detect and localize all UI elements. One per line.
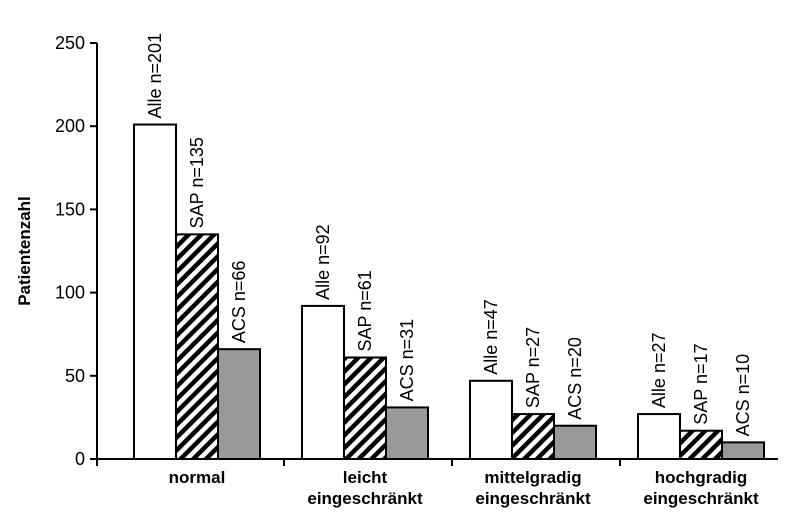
- bar-label-acs-1: ACS n=31: [397, 319, 417, 402]
- y-tick-label-3: 150: [55, 199, 85, 219]
- y-axis-title: Patientenzahl: [15, 196, 34, 306]
- bar-sap-3: [679, 429, 723, 461]
- y-tick-label-2: 100: [55, 283, 85, 303]
- bar-acs-0: [217, 348, 261, 460]
- bar-label-alle-1: Alle n=92: [313, 224, 333, 300]
- y-tick-label-4: 200: [55, 116, 85, 136]
- bar-label-acs-0: ACS n=66: [229, 261, 249, 344]
- bar-label-sap-0: SAP n=135: [187, 137, 207, 228]
- bar-acs-3: [721, 441, 765, 460]
- category-label-3-1: eingeschränkt: [643, 489, 759, 508]
- category-label-2-1: eingeschränkt: [475, 489, 591, 508]
- bar-alle-0: [133, 123, 177, 460]
- bar-alle-1: [301, 304, 345, 460]
- category-label-1-1: eingeschränkt: [307, 489, 423, 508]
- category-label-2-0: mittelgradig: [484, 468, 581, 487]
- bar-sap-2: [511, 413, 555, 460]
- bar-label-sap-1: SAP n=61: [355, 270, 375, 351]
- bar-acs-1: [385, 406, 429, 460]
- bar-label-sap-3: SAP n=17: [691, 343, 711, 424]
- bar-label-acs-3: ACS n=10: [733, 354, 753, 437]
- bar-label-alle-0: Alle n=201: [145, 33, 165, 119]
- y-tick-label-0: 0: [75, 449, 85, 469]
- category-label-1-0: leicht: [343, 468, 388, 487]
- bar-sap-0: [175, 233, 219, 460]
- bar-acs-2: [553, 424, 597, 460]
- bar-sap-1: [343, 356, 387, 460]
- bar-label-alle-3: Alle n=27: [649, 333, 669, 409]
- category-label-3-0: hochgradig: [655, 468, 748, 487]
- category-label-0-0: normal: [169, 468, 226, 487]
- bar-label-acs-2: ACS n=20: [565, 337, 585, 420]
- bar-label-alle-2: Alle n=47: [481, 299, 501, 375]
- bar-alle-3: [637, 413, 681, 460]
- y-tick-label-5: 250: [55, 33, 85, 53]
- bar-label-sap-2: SAP n=27: [523, 327, 543, 408]
- y-tick-label-1: 50: [65, 366, 85, 386]
- bar-alle-2: [469, 379, 513, 460]
